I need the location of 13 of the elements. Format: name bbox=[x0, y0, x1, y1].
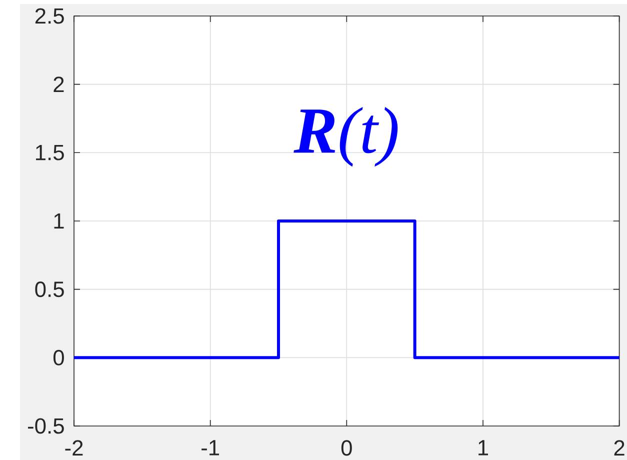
x-tick-label: 0 bbox=[341, 440, 352, 456]
y-tick-label: -0.5 bbox=[28, 418, 64, 434]
x-tick-label: 1 bbox=[478, 440, 488, 456]
y-tick-label: 0.5 bbox=[35, 282, 64, 298]
y-tick-label: 2.5 bbox=[35, 8, 64, 24]
x-tick-label: -2 bbox=[65, 440, 83, 456]
y-tick-label: 0 bbox=[53, 350, 64, 366]
x-tick-label: -1 bbox=[202, 440, 220, 456]
x-tick-label: 2 bbox=[614, 440, 624, 456]
y-tick-label: 2 bbox=[54, 76, 64, 92]
y-tick-label: 1.5 bbox=[36, 145, 64, 160]
y-tick-label: 1 bbox=[54, 213, 64, 229]
annotation: R(t) bbox=[294, 107, 398, 167]
